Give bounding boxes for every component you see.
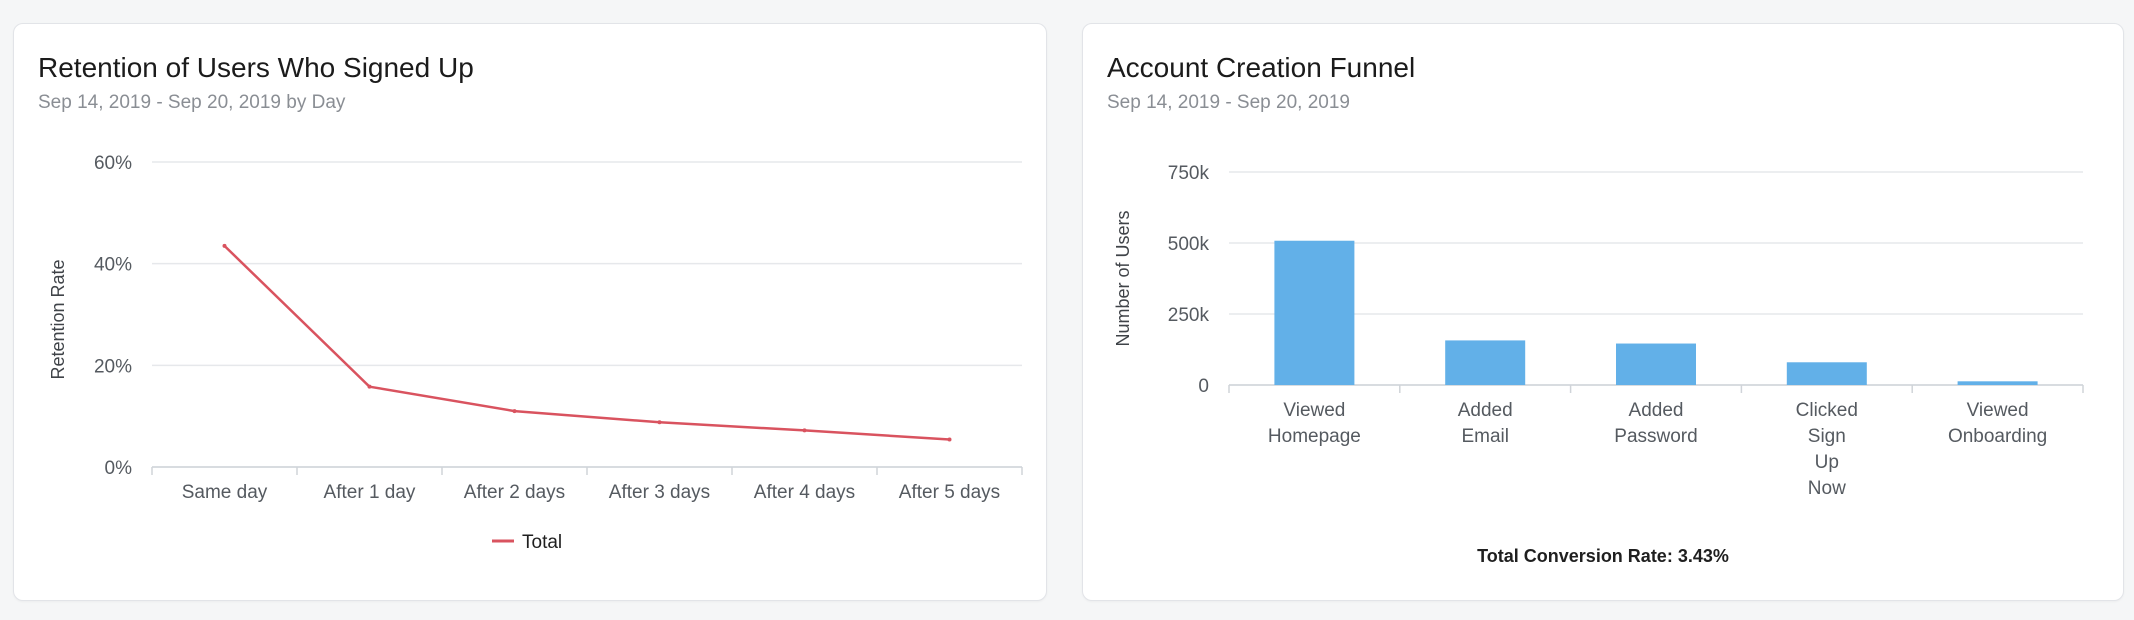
x-tick-label: Password: [1614, 426, 1697, 447]
data-point: [802, 428, 807, 433]
x-tick-label: Homepage: [1268, 426, 1361, 447]
legend-label: Total: [522, 532, 562, 553]
data-point: [367, 384, 372, 389]
x-tick-label: Sign: [1808, 426, 1846, 447]
x-tick-label: Onboarding: [1948, 426, 2047, 447]
x-tick-label: After 4 days: [754, 482, 855, 503]
x-tick-label: Added: [1458, 400, 1513, 421]
x-tick-label: After 1 day: [324, 482, 416, 503]
x-tick-label: After 5 days: [899, 482, 1000, 503]
funnel-title: Account Creation Funnel: [1107, 52, 1416, 83]
retention-subtitle: Sep 14, 2019 - Sep 20, 2019 by Day: [38, 92, 346, 113]
x-tick-label: Clicked: [1796, 400, 1858, 421]
x-tick-label: Up: [1815, 452, 1839, 473]
y-tick-label: 60%: [94, 153, 132, 174]
bar: [1616, 343, 1696, 385]
x-tick-label: Viewed: [1283, 400, 1345, 421]
y-tick-label: 0: [1198, 376, 1209, 397]
retention-title: Retention of Users Who Signed Up: [38, 52, 474, 83]
funnel-subtitle: Sep 14, 2019 - Sep 20, 2019: [1107, 92, 1350, 113]
data-point: [512, 409, 517, 414]
y-tick-label: 0%: [105, 458, 133, 479]
x-tick-label: Now: [1808, 478, 1846, 499]
y-tick-label: 20%: [94, 356, 132, 377]
y-tick-label: 750k: [1168, 163, 1210, 184]
bar: [1445, 340, 1526, 385]
bar: [1786, 362, 1867, 385]
x-tick-label: After 2 days: [464, 482, 565, 503]
y-axis-title: Number of Users: [1113, 210, 1133, 346]
retention-line-chart: 0% 20% 40% 60% Same day After 1 day After 2 da…: [48, 153, 1023, 553]
data-point: [222, 243, 227, 248]
y-tick-label: 250k: [1168, 305, 1210, 326]
x-tick-label: Email: [1461, 426, 1509, 447]
bar: [1274, 240, 1355, 385]
x-tick-label: Same day: [182, 482, 268, 503]
series-line: [223, 244, 951, 441]
y-axis-title: Retention Rate: [48, 259, 68, 379]
x-tick-label: After 3 days: [609, 482, 710, 503]
bar: [1957, 381, 2038, 385]
data-point: [657, 420, 662, 425]
y-tick-label: 500k: [1168, 234, 1210, 255]
retention-card: Retention of Users Who Signed Up Sep 14,…: [13, 23, 1047, 601]
data-point: [947, 437, 952, 442]
y-tick-label: 40%: [94, 255, 132, 276]
x-tick-label: Added: [1629, 400, 1684, 421]
total-conversion-rate: Total Conversion Rate: 3.43%: [1477, 546, 1729, 566]
x-tick-label: Viewed: [1967, 400, 2029, 421]
funnel-card: Account Creation Funnel Sep 14, 2019 - S…: [1082, 23, 2124, 601]
funnel-bar-chart: 0 250k 500k 750k Number of Users Viewed Homepa…: [1113, 163, 2084, 499]
